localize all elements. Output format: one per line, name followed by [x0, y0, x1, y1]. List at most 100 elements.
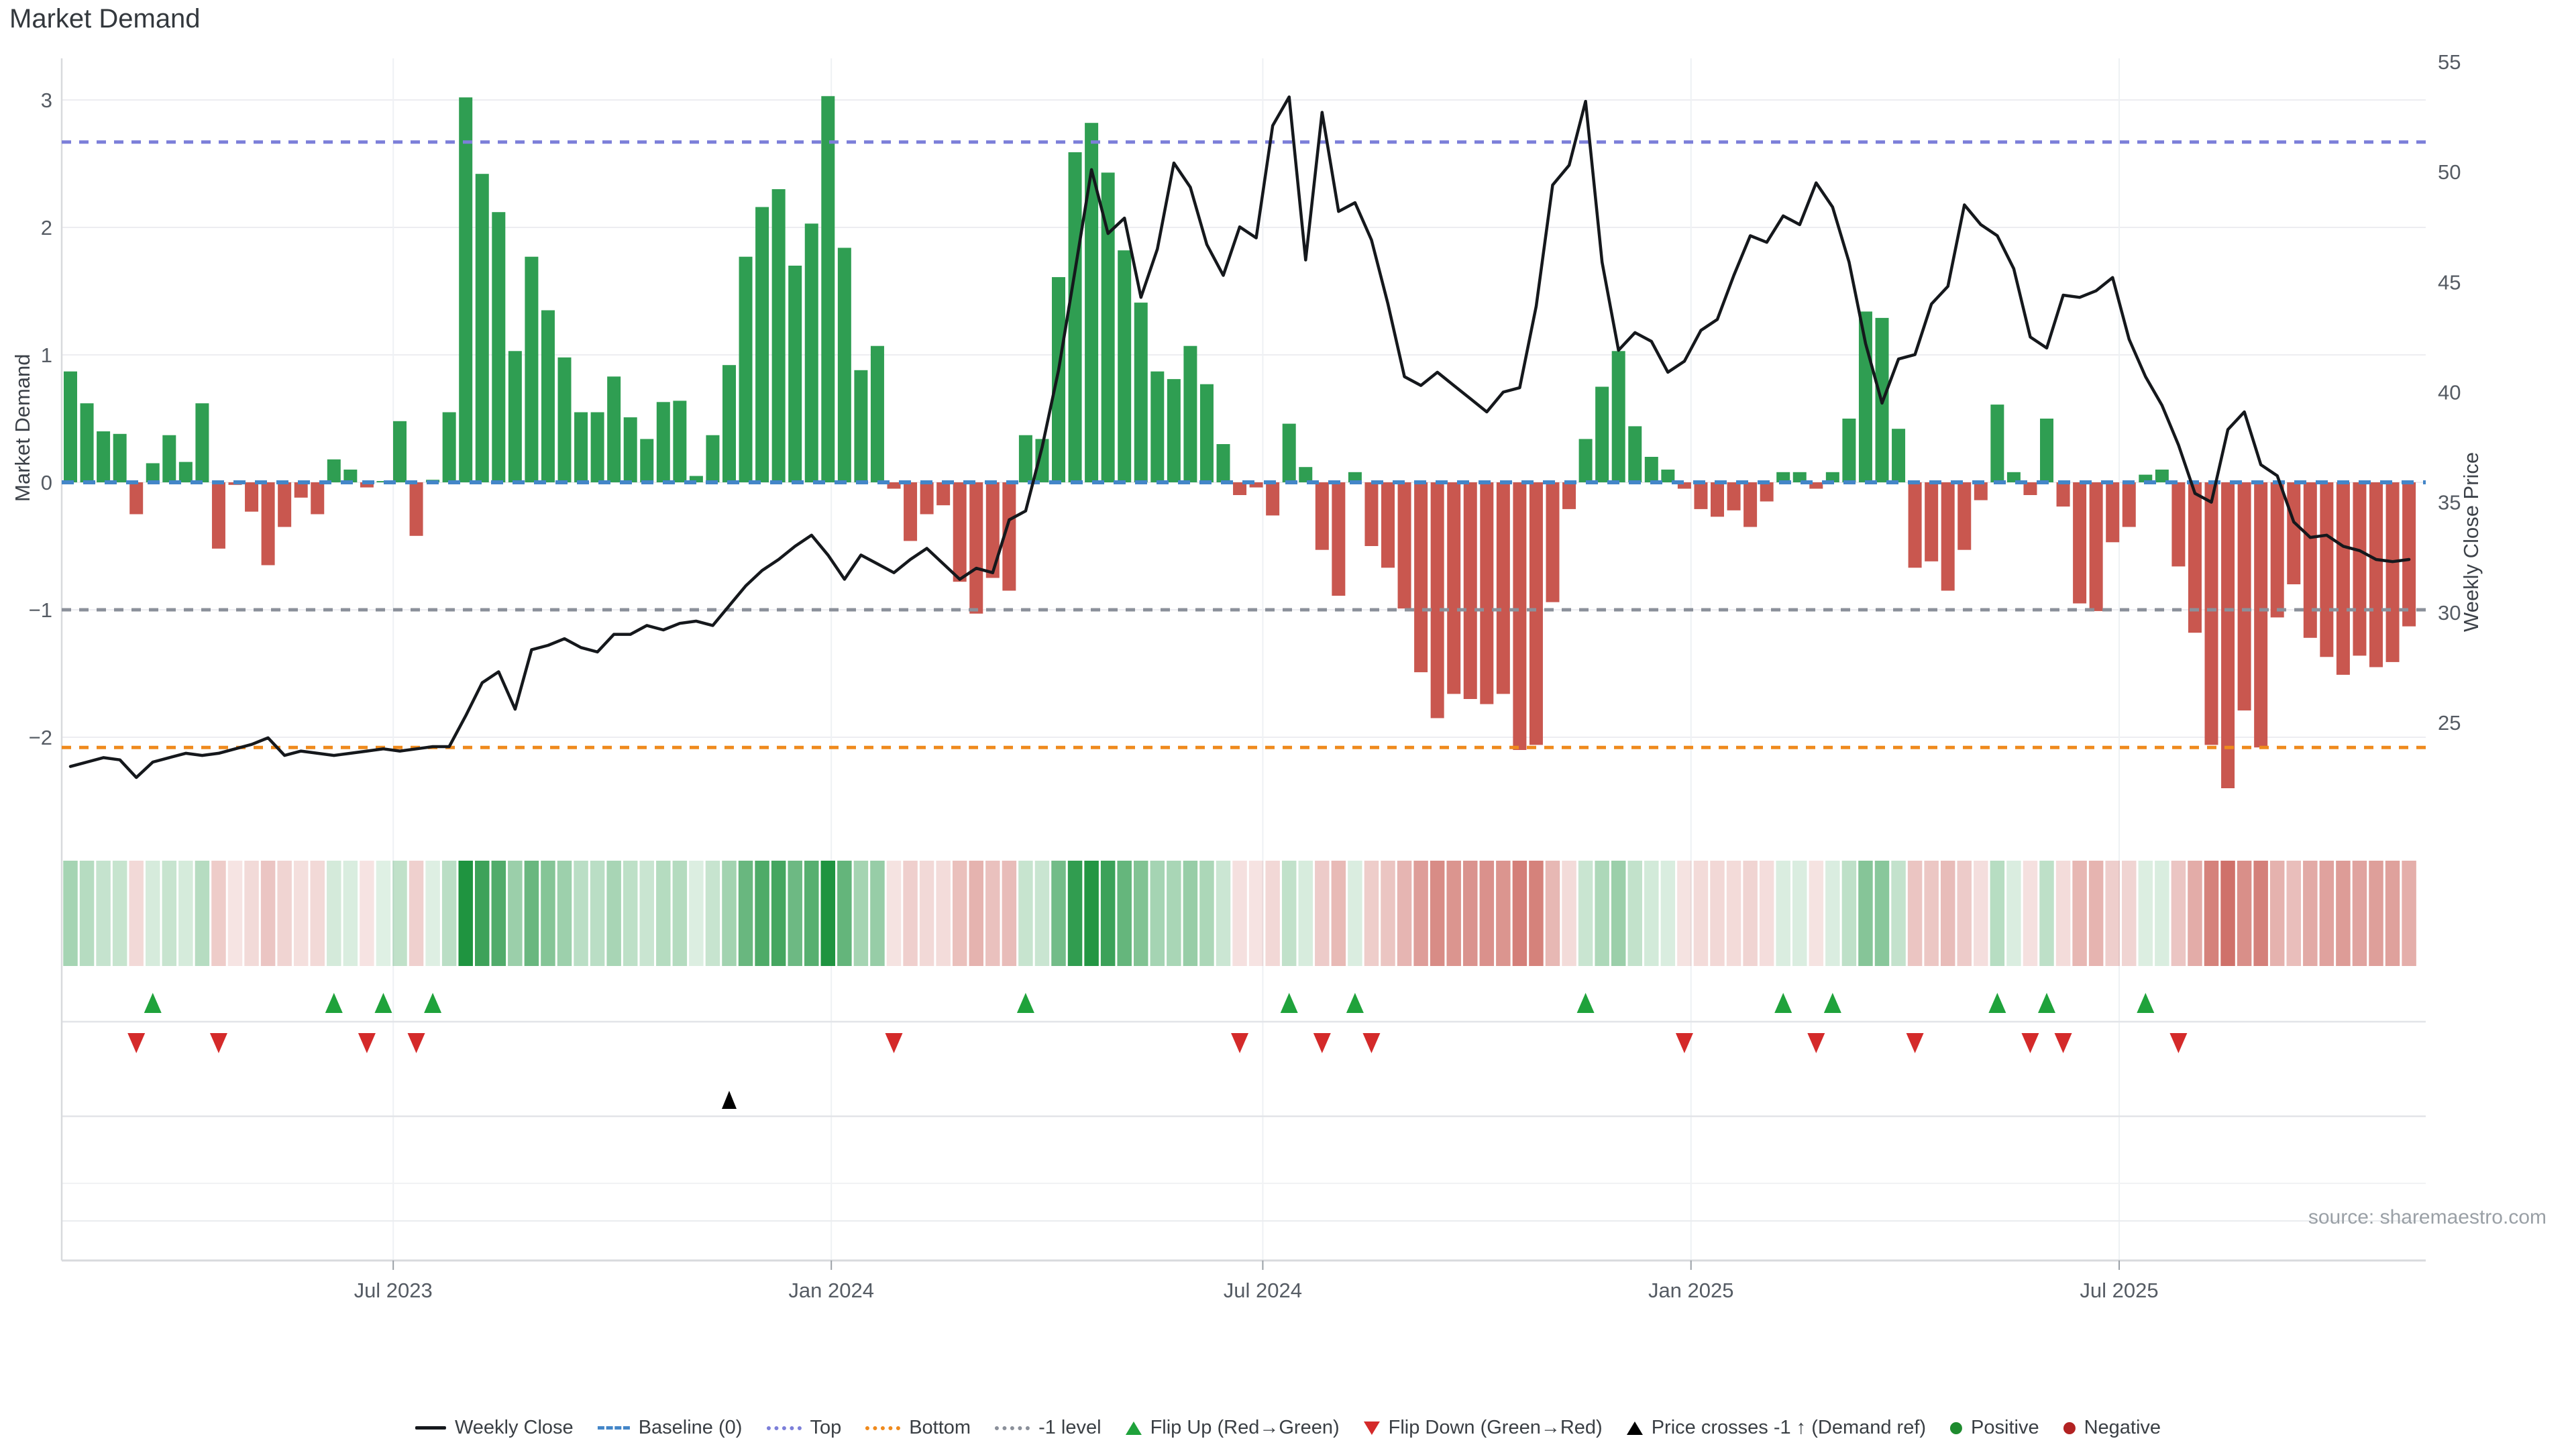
heatmap-cell	[2171, 861, 2186, 966]
demand-bar	[788, 266, 802, 482]
demand-bar	[2287, 482, 2301, 584]
heatmap-cell	[1693, 861, 1709, 966]
heatmap-cell	[788, 861, 802, 966]
heatmap-cell	[1216, 861, 1231, 966]
demand-bar	[1052, 277, 1065, 482]
demand-bar	[1529, 482, 1543, 745]
heatmap-cell	[1430, 861, 1445, 966]
demand-bar	[245, 482, 259, 512]
heatmap-cell	[1578, 861, 1593, 966]
heatmap-cell	[1792, 861, 1807, 966]
demand-bar	[1628, 426, 1642, 482]
demand-bar	[1925, 482, 1939, 561]
flip-up-marker	[424, 993, 442, 1013]
right-axis-tick: 25	[2438, 711, 2461, 735]
demand-bar	[1562, 482, 1576, 509]
heatmap-cell	[672, 861, 688, 966]
demand-bar	[1315, 482, 1329, 550]
demand-bar	[1332, 482, 1346, 596]
legend-item: Negative	[2063, 1417, 2161, 1439]
heatmap-cell	[491, 861, 506, 966]
demand-bar	[1727, 482, 1741, 511]
flip-down-marker	[2054, 1033, 2072, 1053]
demand-bar	[459, 97, 473, 482]
heatmap-cell	[1463, 861, 1478, 966]
legend-item: Positive	[1950, 1417, 2039, 1439]
legend-label: Price crosses -1 ↑ (Demand ref)	[1651, 1417, 1927, 1438]
heatmap-cell	[162, 861, 177, 966]
demand-bar	[129, 482, 144, 515]
heatmap-cell	[1084, 861, 1099, 966]
heatmap-cell	[574, 861, 588, 966]
legend-item: Weekly Close	[415, 1417, 574, 1439]
demand-bar	[2221, 482, 2235, 788]
heatmap-cell	[129, 861, 144, 966]
demand-bar	[64, 371, 77, 482]
legend-item: Top	[766, 1417, 841, 1439]
demand-bar	[2336, 482, 2350, 675]
heatmap-cell	[376, 861, 391, 966]
flip-down-marker	[2169, 1033, 2188, 1053]
left-axis-tick: 1	[41, 343, 52, 367]
demand-bar	[1430, 482, 1444, 718]
demand-bar	[393, 421, 407, 482]
flip-down-marker	[1231, 1033, 1249, 1053]
demand-bar	[1167, 379, 1181, 482]
demand-bar	[1595, 386, 1609, 482]
price-cross-marker	[722, 1091, 737, 1109]
demand-bar	[1018, 435, 1032, 482]
demand-bar	[1282, 423, 1296, 482]
heatmap-cell	[1562, 861, 1576, 966]
heatmap-cell	[508, 861, 523, 966]
heatmap-cell	[360, 861, 374, 966]
heatmap-cell	[2039, 861, 2054, 966]
heatmap-cell	[1677, 861, 1692, 966]
demand-bar	[2040, 419, 2053, 482]
demand-bar	[1578, 439, 1593, 482]
heatmap-cell	[1825, 861, 1840, 966]
legend-swatch-tri-up-icon	[1626, 1421, 1643, 1435]
heatmap-cell	[1710, 861, 1725, 966]
demand-bar	[1677, 482, 1691, 489]
demand-bar	[1068, 152, 1082, 482]
heatmap-cell	[1051, 861, 1066, 966]
demand-bar	[294, 482, 308, 498]
demand-bar	[1381, 482, 1395, 568]
demand-bar	[261, 482, 275, 566]
demand-bar	[722, 365, 736, 482]
demand-bar	[1825, 472, 1839, 482]
heatmap-cell	[1743, 861, 1758, 966]
left-axis-tick: −1	[29, 598, 52, 622]
heatmap-cell	[804, 861, 819, 966]
heatmap-cell	[1726, 861, 1741, 966]
demand-bar	[178, 462, 193, 482]
demand-bar	[1892, 429, 1906, 482]
heatmap-cell	[1611, 861, 1626, 966]
left-axis-tick: −2	[29, 726, 52, 749]
heatmap-cell	[969, 861, 983, 966]
demand-bar	[1348, 472, 1362, 482]
heatmap-cell	[837, 861, 852, 966]
demand-bar	[2056, 482, 2070, 507]
legend-swatch-dash-icon	[597, 1426, 630, 1430]
heatmap-cell	[606, 861, 621, 966]
heatmap-cell	[1529, 861, 1544, 966]
flip-down-marker	[358, 1033, 376, 1053]
demand-bar	[1990, 405, 2004, 482]
flip-down-marker	[1362, 1033, 1381, 1053]
heatmap-cell	[244, 861, 259, 966]
heatmap-cell	[195, 861, 210, 966]
x-axis-tick: Jul 2025	[2080, 1279, 2158, 1302]
flip-down-marker	[1807, 1033, 1825, 1053]
demand-bar	[870, 345, 884, 482]
heatmap-cell	[211, 861, 226, 966]
demand-bar	[2188, 482, 2202, 633]
heatmap-cell	[310, 861, 325, 966]
demand-bar	[113, 433, 127, 482]
legend-label: Weekly Close	[454, 1417, 574, 1438]
heatmap-cell	[1907, 861, 1923, 966]
demand-bar	[1644, 457, 1658, 482]
demand-bars	[64, 96, 2416, 788]
demand-bar	[1941, 482, 1955, 591]
heatmap-cell	[524, 861, 539, 966]
